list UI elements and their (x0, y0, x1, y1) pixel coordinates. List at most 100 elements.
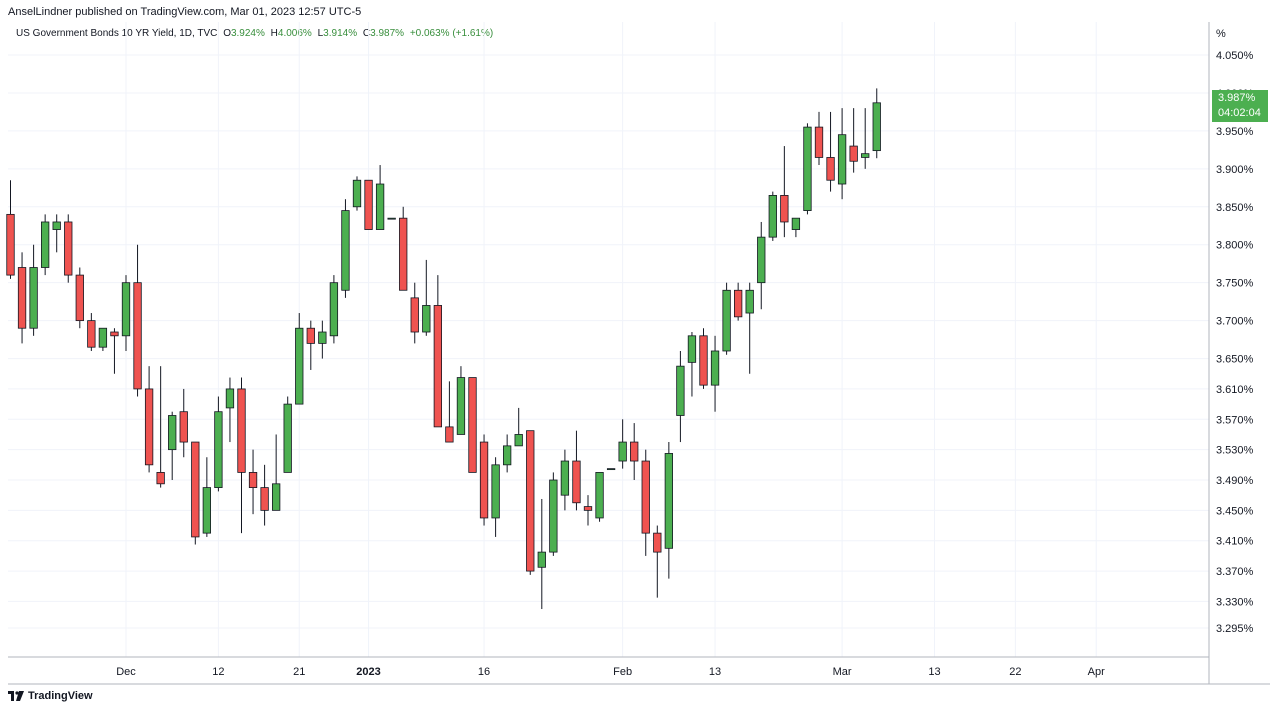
candle-down[interactable] (630, 423, 639, 481)
candle-up[interactable] (318, 320, 327, 359)
candle-down[interactable] (248, 449, 258, 515)
candle-up[interactable] (491, 457, 500, 537)
open-label: O (223, 28, 231, 39)
candle-body (468, 377, 477, 473)
candle-down[interactable] (734, 282, 743, 321)
candle-body (861, 153, 870, 158)
candle-down[interactable] (399, 206, 408, 291)
candle-body (572, 460, 581, 504)
candle-up[interactable] (560, 449, 570, 511)
price-tick-label: 3.700% (1216, 316, 1254, 328)
candle-down[interactable] (410, 282, 419, 344)
candle-up[interactable] (537, 498, 546, 610)
candle-down[interactable] (6, 180, 15, 279)
candle-down[interactable] (75, 267, 84, 329)
candle-body (791, 217, 801, 230)
time-tick-label: 22 (1009, 666, 1021, 678)
high-label: H (270, 28, 278, 39)
candle-down[interactable] (526, 430, 535, 575)
candle-down[interactable] (433, 275, 443, 428)
candle-up[interactable] (214, 396, 223, 492)
candle-down[interactable] (144, 366, 154, 473)
candle-up[interactable] (606, 468, 616, 471)
candle-down[interactable] (572, 430, 581, 511)
candle-up[interactable] (745, 282, 754, 374)
candle-down[interactable] (110, 328, 119, 374)
candle-up[interactable] (757, 221, 766, 310)
candle-down[interactable] (237, 377, 246, 534)
candle-up[interactable] (98, 327, 108, 351)
candle-up[interactable] (283, 396, 292, 473)
candle-body (445, 426, 454, 443)
candle-down[interactable] (641, 449, 650, 556)
candle-body (814, 126, 824, 158)
candle-up[interactable] (52, 214, 61, 253)
candle-up[interactable] (791, 217, 801, 238)
candle-up[interactable] (225, 377, 235, 443)
candle-down[interactable] (191, 441, 200, 545)
candle-up[interactable] (422, 259, 431, 336)
candle-body (641, 460, 650, 534)
candle-down[interactable] (179, 388, 188, 458)
candle-down[interactable] (653, 525, 662, 598)
candle-body (64, 221, 73, 276)
candle-up[interactable] (29, 244, 38, 336)
candle-down[interactable] (814, 111, 824, 166)
candle-down[interactable] (87, 313, 96, 351)
candle-up[interactable] (41, 214, 50, 276)
candle-down[interactable] (468, 377, 477, 473)
candle-down[interactable] (780, 146, 789, 238)
candle-down[interactable] (64, 214, 73, 283)
candle-body (87, 320, 96, 348)
candle-down[interactable] (156, 366, 165, 488)
candle-down[interactable] (306, 320, 315, 370)
candle-up[interactable] (722, 282, 731, 355)
candle-up[interactable] (710, 335, 720, 412)
candle-up[interactable] (168, 411, 177, 481)
last-price-label: 3.987% 04:02:04 (1212, 90, 1268, 122)
candle-down[interactable] (17, 252, 27, 344)
candle-down[interactable] (583, 495, 593, 526)
candle-up[interactable] (687, 332, 697, 397)
candle-up[interactable] (676, 350, 685, 443)
candle-up[interactable] (803, 123, 812, 215)
candle-body (560, 460, 570, 496)
candle-up[interactable] (295, 313, 304, 405)
candle-up[interactable] (595, 472, 604, 522)
candle-down[interactable] (699, 328, 708, 389)
candle-up[interactable] (618, 419, 627, 469)
candle-up[interactable] (514, 407, 523, 447)
candle-down[interactable] (445, 381, 454, 443)
candle-body (283, 403, 292, 473)
candle-down[interactable] (849, 108, 858, 173)
candle-up[interactable] (456, 366, 466, 435)
candle-up[interactable] (664, 442, 673, 579)
candle-up[interactable] (549, 472, 558, 556)
candle-down[interactable] (260, 464, 269, 526)
candle-down[interactable] (479, 434, 489, 526)
candle-up[interactable] (121, 275, 131, 351)
candle-up[interactable] (329, 275, 339, 344)
candle-up[interactable] (387, 217, 396, 220)
candle-up[interactable] (341, 199, 350, 298)
low-label: L (317, 28, 324, 39)
candle-up[interactable] (352, 176, 362, 211)
candle-up[interactable] (271, 434, 281, 511)
candle-up[interactable] (861, 108, 870, 169)
candle-up[interactable] (375, 165, 385, 230)
candle-up[interactable] (872, 88, 881, 159)
candle-down[interactable] (826, 111, 835, 192)
price-tick-label: 3.295% (1216, 623, 1254, 635)
candle-up[interactable] (768, 191, 777, 241)
candle-body (653, 532, 662, 553)
price-axis-unit: % (1216, 28, 1226, 40)
candle-body (156, 472, 165, 485)
candle-down[interactable] (364, 179, 373, 230)
tradingview-branding[interactable]: TradingView (8, 690, 93, 702)
candle-up[interactable] (837, 108, 847, 200)
candle-down[interactable] (133, 244, 142, 397)
candle-body (433, 305, 443, 428)
candle-up[interactable] (202, 457, 212, 537)
candle-up[interactable] (502, 434, 512, 473)
